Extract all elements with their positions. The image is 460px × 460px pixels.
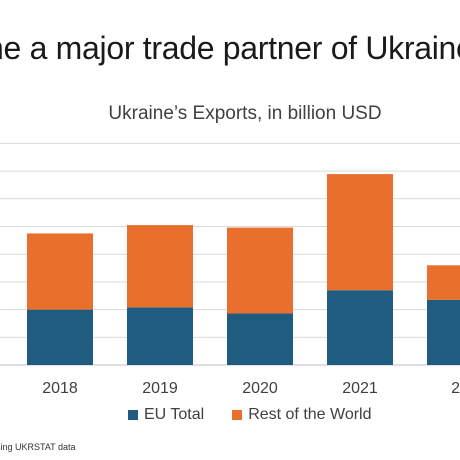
legend-swatch-eu: [128, 410, 138, 420]
legend: EU Total Rest of the World: [128, 406, 400, 424]
legend-item-rest: Rest of the World: [232, 406, 372, 424]
bar-eu-2020: [227, 313, 293, 365]
bar-rest-20: [427, 265, 460, 300]
chart-title: Ukraine’s Exports, in billion USD: [108, 103, 382, 124]
x-tick-label: 2018: [42, 380, 78, 397]
x-tick-label: 2021: [342, 380, 378, 397]
legend-swatch-rest: [232, 410, 243, 420]
legend-label-rest: Rest of the World: [248, 406, 372, 423]
bar-rest-2021: [327, 174, 393, 291]
x-tick-labels: 2018 2019 2020 2021 20: [42, 380, 460, 397]
bar-eu-2019: [127, 307, 193, 365]
page-headline: ne a major trade partner of Ukraine: [0, 30, 460, 66]
bar-eu-20: [427, 299, 460, 365]
bar-rest-2019: [127, 225, 193, 308]
bar-rest-2020: [227, 227, 293, 314]
legend-label-eu: EU Total: [144, 406, 205, 423]
bar-rest-2018: [27, 233, 93, 310]
x-tick-label: 20: [451, 380, 460, 397]
x-tick-label: 2020: [242, 380, 278, 397]
bars: [27, 174, 460, 365]
bar-eu-2021: [327, 290, 393, 365]
bar-eu-2018: [27, 309, 93, 365]
x-tick-label: 2019: [142, 380, 178, 397]
source-note: sing UKRSTAT data: [0, 442, 76, 452]
legend-item-eu: EU Total: [128, 406, 204, 424]
